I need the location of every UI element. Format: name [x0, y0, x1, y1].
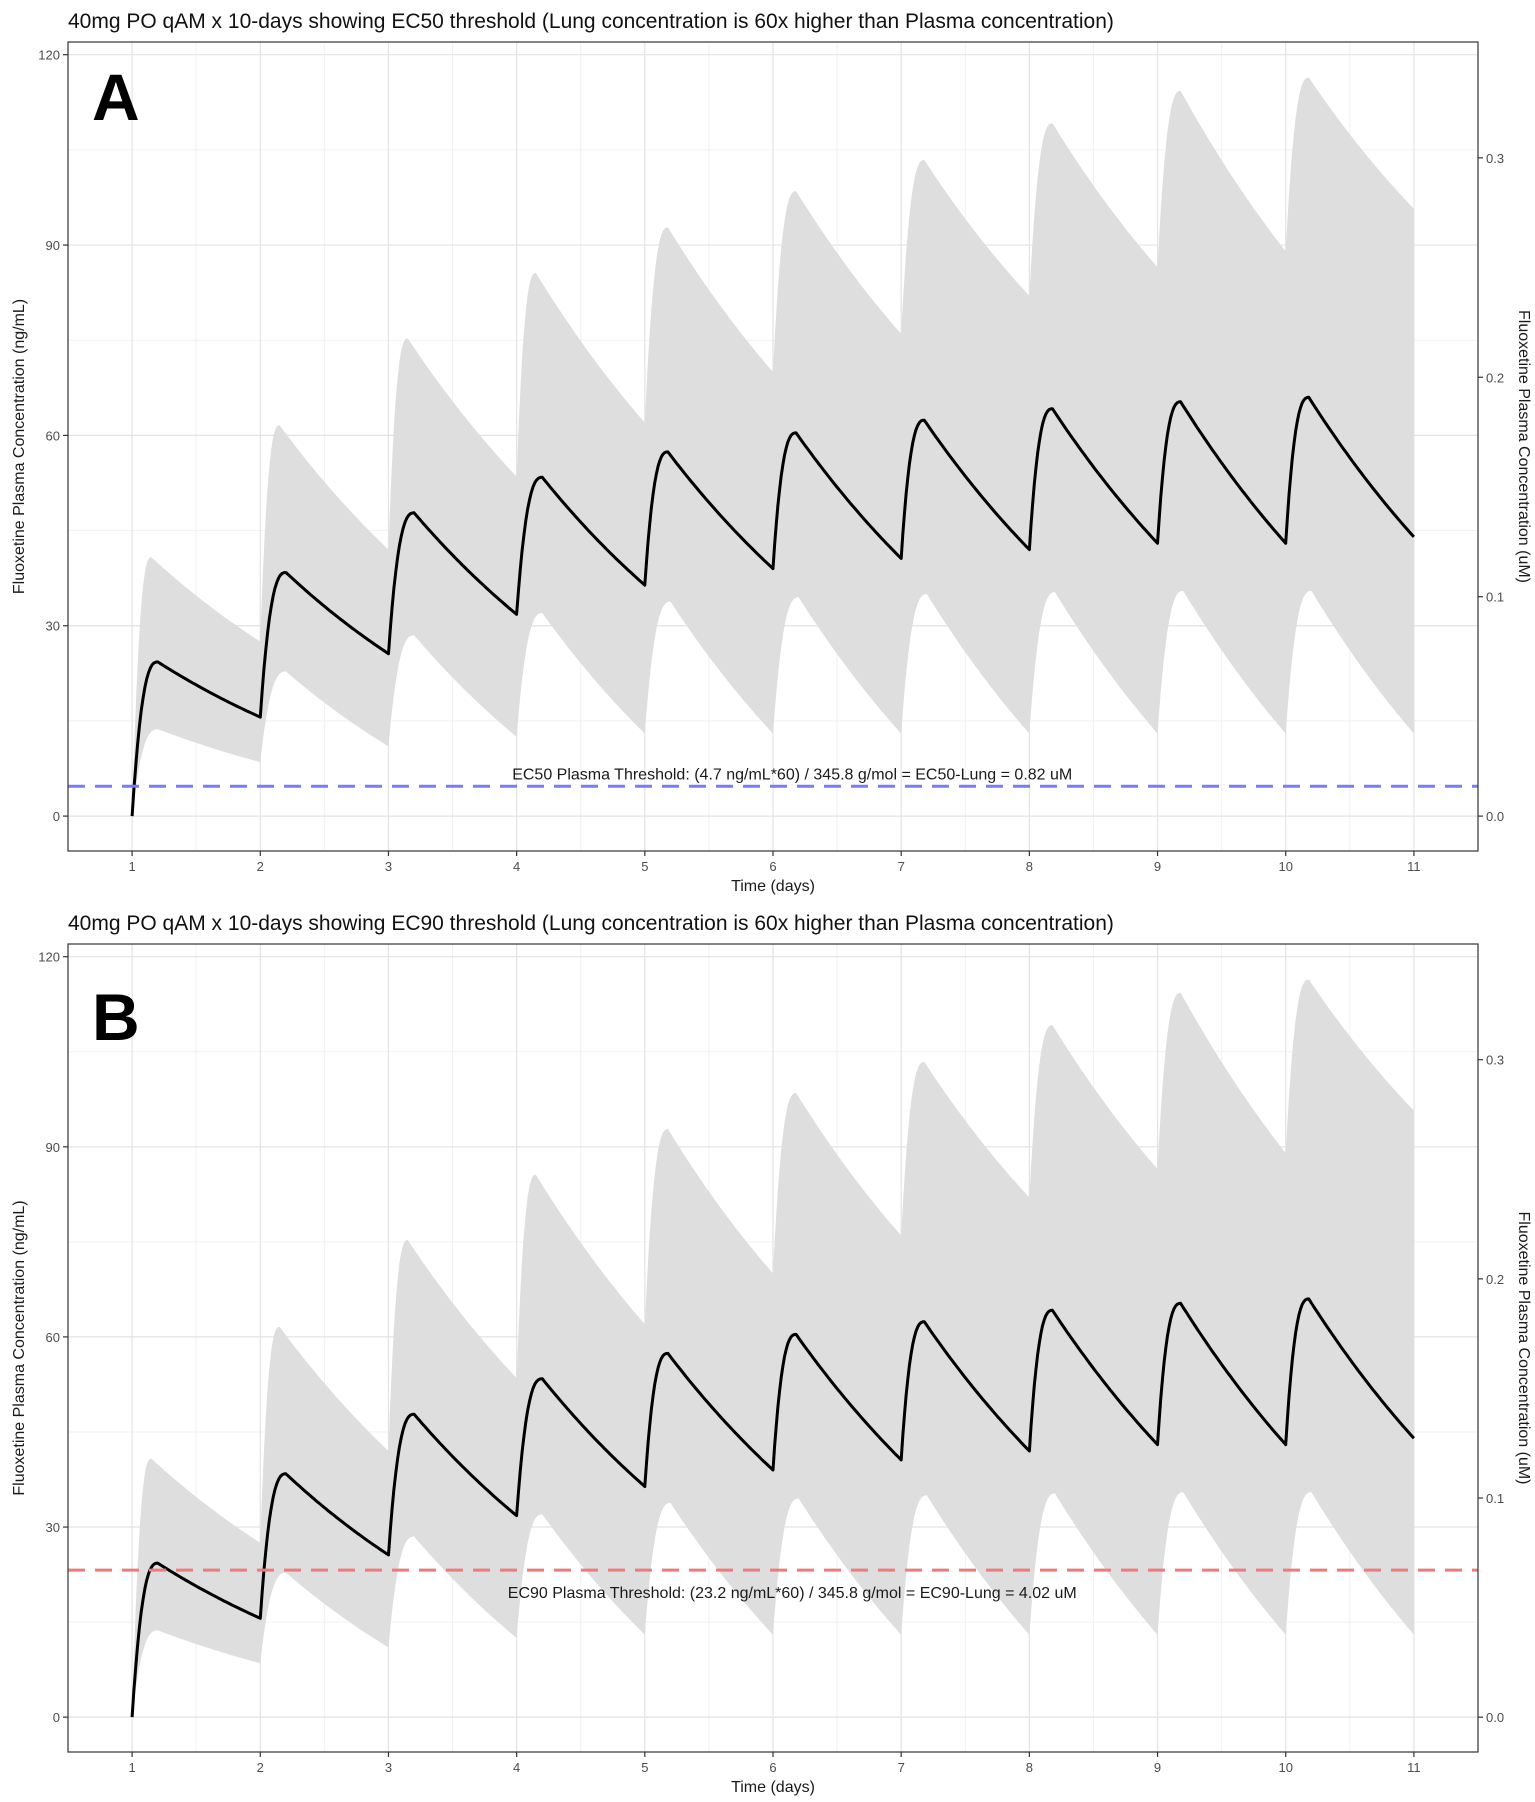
x-tick-label: 11: [1407, 859, 1421, 874]
y-tick-label: 60: [46, 428, 60, 443]
x-tick-label: 6: [769, 1760, 776, 1775]
chart-panel-b: 40mg PO qAM x 10-days showing EC90 thres…: [11, 912, 1532, 1796]
y2-tick-label: 0.2: [1486, 370, 1504, 385]
x-tick-label: 4: [513, 859, 520, 874]
x-tick-label: 9: [1154, 859, 1161, 874]
y-tick-label: 90: [46, 1140, 60, 1155]
x-axis-title: Time (days): [731, 1779, 815, 1796]
y-tick-label: 60: [46, 1330, 60, 1345]
y-tick-label: 30: [46, 619, 60, 634]
y2-tick-label: 0.1: [1486, 590, 1504, 605]
y-tick-label: 0: [53, 809, 60, 824]
panel-letter: A: [92, 60, 140, 134]
y2-tick-label: 0.3: [1486, 151, 1504, 166]
x-tick-label: 1: [128, 859, 135, 874]
y2-tick-label: 0.1: [1486, 1491, 1504, 1506]
x-tick-label: 6: [769, 859, 776, 874]
x-tick-label: 7: [898, 859, 905, 874]
x-tick-label: 1: [128, 1760, 135, 1775]
x-tick-label: 10: [1278, 859, 1292, 874]
median-line: [130, 395, 1416, 817]
y2-tick-label: 0.0: [1486, 1710, 1504, 1725]
x-tick-label: 5: [641, 1760, 648, 1775]
panel-letter: B: [92, 980, 140, 1054]
y-tick-label: 120: [38, 950, 60, 965]
y-tick-label: 90: [46, 238, 60, 253]
y2-axis-title: Fluoxetine Plasma Concentration (uM): [1515, 1211, 1532, 1484]
x-axis-title: Time (days): [731, 878, 815, 895]
y2-tick-label: 0.3: [1486, 1053, 1504, 1068]
median-line: [130, 1297, 1416, 1718]
x-tick-label: 10: [1278, 1760, 1292, 1775]
x-tick-label: 2: [257, 1760, 264, 1775]
interval-ribbon: [132, 979, 1414, 1718]
x-tick-label: 5: [641, 859, 648, 874]
x-tick-label: 8: [1026, 1760, 1033, 1775]
y2-tick-label: 0.0: [1486, 809, 1504, 824]
threshold-label: EC50 Plasma Threshold: (4.7 ng/mL*60) / …: [512, 766, 1072, 783]
y2-axis-title: Fluoxetine Plasma Concentration (uM): [1515, 310, 1532, 583]
y2-tick-label: 0.2: [1486, 1272, 1504, 1287]
y-axis-title: Fluoxetine Plasma Concentration (ng/mL): [11, 299, 28, 594]
x-tick-label: 11: [1407, 1760, 1421, 1775]
x-tick-label: 3: [385, 1760, 392, 1775]
chart-title: 40mg PO qAM x 10-days showing EC50 thres…: [68, 10, 1114, 33]
x-tick-label: 3: [385, 859, 392, 874]
y-tick-label: 0: [53, 1710, 60, 1725]
y-tick-label: 120: [38, 48, 60, 63]
x-tick-label: 8: [1026, 859, 1033, 874]
x-tick-label: 9: [1154, 1760, 1161, 1775]
y-axis-title: Fluoxetine Plasma Concentration (ng/mL): [11, 1200, 28, 1495]
threshold-label: EC90 Plasma Threshold: (23.2 ng/mL*60) /…: [508, 1585, 1077, 1602]
interval-ribbon: [132, 77, 1414, 817]
x-tick-label: 4: [513, 1760, 520, 1775]
x-tick-label: 2: [257, 859, 264, 874]
y-tick-label: 30: [46, 1520, 60, 1535]
chart-title: 40mg PO qAM x 10-days showing EC90 thres…: [68, 912, 1114, 935]
x-tick-label: 7: [898, 1760, 905, 1775]
chart-panel-a: 40mg PO qAM x 10-days showing EC50 thres…: [11, 10, 1532, 895]
